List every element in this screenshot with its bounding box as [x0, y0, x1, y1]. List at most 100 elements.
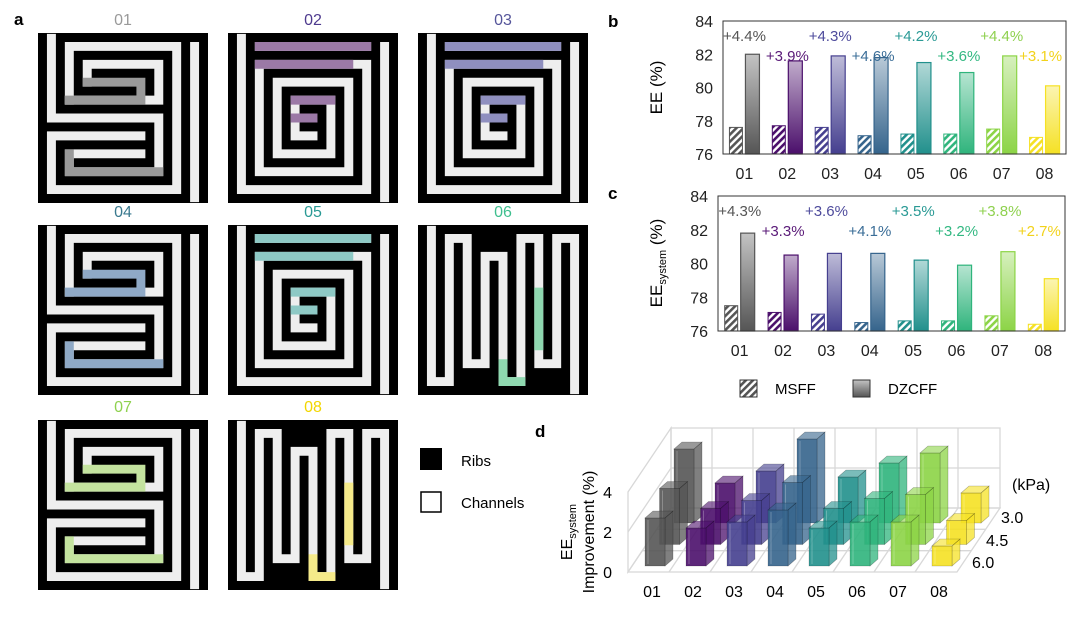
bar-dzcff [1000, 251, 1016, 332]
y-axis-label-line2: Improvement (%) [581, 471, 598, 594]
x-tick-label: 06 [950, 166, 968, 183]
x-tick-label: 05 [807, 584, 825, 601]
bar-msff [900, 133, 915, 155]
improvement-annotation: +4.4% [723, 28, 766, 45]
bar-msff [771, 125, 786, 155]
maze-highlight-channel [64, 269, 146, 297]
maze-title: 02 [304, 12, 322, 29]
bar-msff [941, 320, 956, 332]
bar-msff [810, 313, 825, 332]
y-tick-label: 78 [695, 114, 713, 131]
depth-axis-label: (kPa) [1012, 477, 1050, 494]
bar-msff [986, 128, 1001, 155]
bar-dzcff [1043, 278, 1059, 332]
x-tick-label: 02 [684, 584, 702, 601]
x-tick-label: 02 [774, 343, 792, 360]
bar-msff [1027, 323, 1042, 332]
improvement-annotation: +2.7% [1018, 223, 1061, 240]
improvement-annotation: +3.3% [762, 223, 805, 240]
bar-msff [767, 311, 782, 332]
x-tick-label: 02 [778, 166, 796, 183]
maze-02 [228, 33, 398, 203]
x-tick-label: 08 [930, 584, 948, 601]
bar-dzcff [826, 252, 843, 332]
maze-08 [228, 420, 398, 590]
improvement-annotation: +3.6% [805, 203, 848, 220]
maze-highlight-channel [498, 359, 526, 387]
maze-06 [418, 225, 588, 395]
bar-msff [943, 133, 958, 155]
improvement-annotation: +3.2% [935, 223, 978, 240]
improvement-annotation: +4.2% [894, 28, 937, 45]
plot-frame [717, 195, 1066, 332]
depth-tick-label: 4.5 [986, 533, 1008, 550]
legend-msff-swatch [739, 379, 758, 398]
maze-title: 08 [304, 399, 322, 416]
maze-01 [38, 33, 208, 203]
legend-dzcff-label: DZCFF [888, 381, 937, 398]
channels-label: Channels [461, 495, 524, 512]
legend-dzcff-swatch [852, 379, 871, 398]
bar-dzcff [830, 55, 846, 155]
maze-07 [38, 420, 208, 590]
maze-title: 05 [304, 204, 322, 221]
maze-highlight-channel [64, 464, 146, 492]
improvement-annotation: +4.4% [980, 28, 1023, 45]
y-tick-label: 76 [690, 324, 708, 341]
bar-3d [837, 469, 867, 524]
improvement-annotation: +4.3% [809, 28, 852, 45]
bar-msff [1029, 136, 1044, 155]
channels-swatch [420, 491, 442, 513]
maze-channel [46, 233, 182, 387]
maze-highlight-channel [64, 77, 146, 105]
x-tick-label: 08 [1034, 343, 1052, 360]
chart-c-ee-system: 76 78 80 82 84 01 +4.3% 02 +3.3% 03 +3.6% 04 +4.1% 05… [647, 189, 1066, 360]
panel-a-mazes: 01 02 03 04 05 06 07 08 [38, 12, 588, 590]
y-tick-label: 80 [695, 81, 713, 98]
x-tick-label: 07 [991, 343, 1009, 360]
bar-msff [857, 135, 872, 155]
bar-3d [726, 514, 756, 567]
y-axis-label: EEsystem [559, 504, 579, 560]
bar-3d [890, 514, 920, 567]
maze-04 [38, 225, 208, 395]
maze-title: 07 [114, 399, 132, 416]
bar-dzcff [959, 71, 975, 155]
bar-dzcff [1044, 85, 1061, 155]
y-tick-label: 80 [690, 257, 708, 274]
improvement-annotation: +4.3% [718, 203, 761, 220]
panel-label-b: b [608, 12, 618, 31]
chart-b-ee: 76 78 80 82 84 01 +4.4% 02 +3.9% 03 +4.3% 04 +4.6% 05… [647, 14, 1067, 183]
bar-dzcff [916, 61, 932, 155]
z-tick-label: 0 [603, 565, 612, 582]
bar-dzcff [787, 60, 803, 155]
x-tick-label: 05 [907, 166, 925, 183]
x-tick-label: 04 [766, 584, 784, 601]
maze-title: 06 [494, 204, 512, 221]
bar-msff [984, 315, 999, 332]
improvement-annotation: +3.6% [937, 48, 980, 65]
y-tick-label: 82 [695, 47, 713, 64]
bar-msff [814, 126, 829, 155]
improvement-annotation: +3.9% [766, 48, 809, 65]
x-tick-label: 05 [904, 343, 922, 360]
improvement-annotation: +3.5% [892, 203, 935, 220]
maze-highlight-channel [64, 149, 164, 177]
depth-tick-label: 3.0 [1001, 510, 1023, 527]
bar-3d [767, 502, 797, 567]
maze-highlight-channel [64, 536, 164, 564]
bar-dzcff [913, 259, 929, 332]
bar-3d [931, 538, 961, 567]
y-tick-label: 76 [695, 147, 713, 164]
bar-dzcff [740, 232, 756, 332]
maze-channel [46, 41, 182, 195]
bar-dzcff [956, 264, 973, 332]
x-tick-label: 03 [821, 166, 839, 183]
x-tick-label: 01 [731, 343, 749, 360]
bar-dzcff [783, 254, 799, 332]
x-tick-label: 08 [1036, 166, 1054, 183]
y-tick-label: 78 [690, 290, 708, 307]
maze-title: 04 [114, 204, 132, 221]
y-tick-label: 84 [690, 189, 708, 206]
